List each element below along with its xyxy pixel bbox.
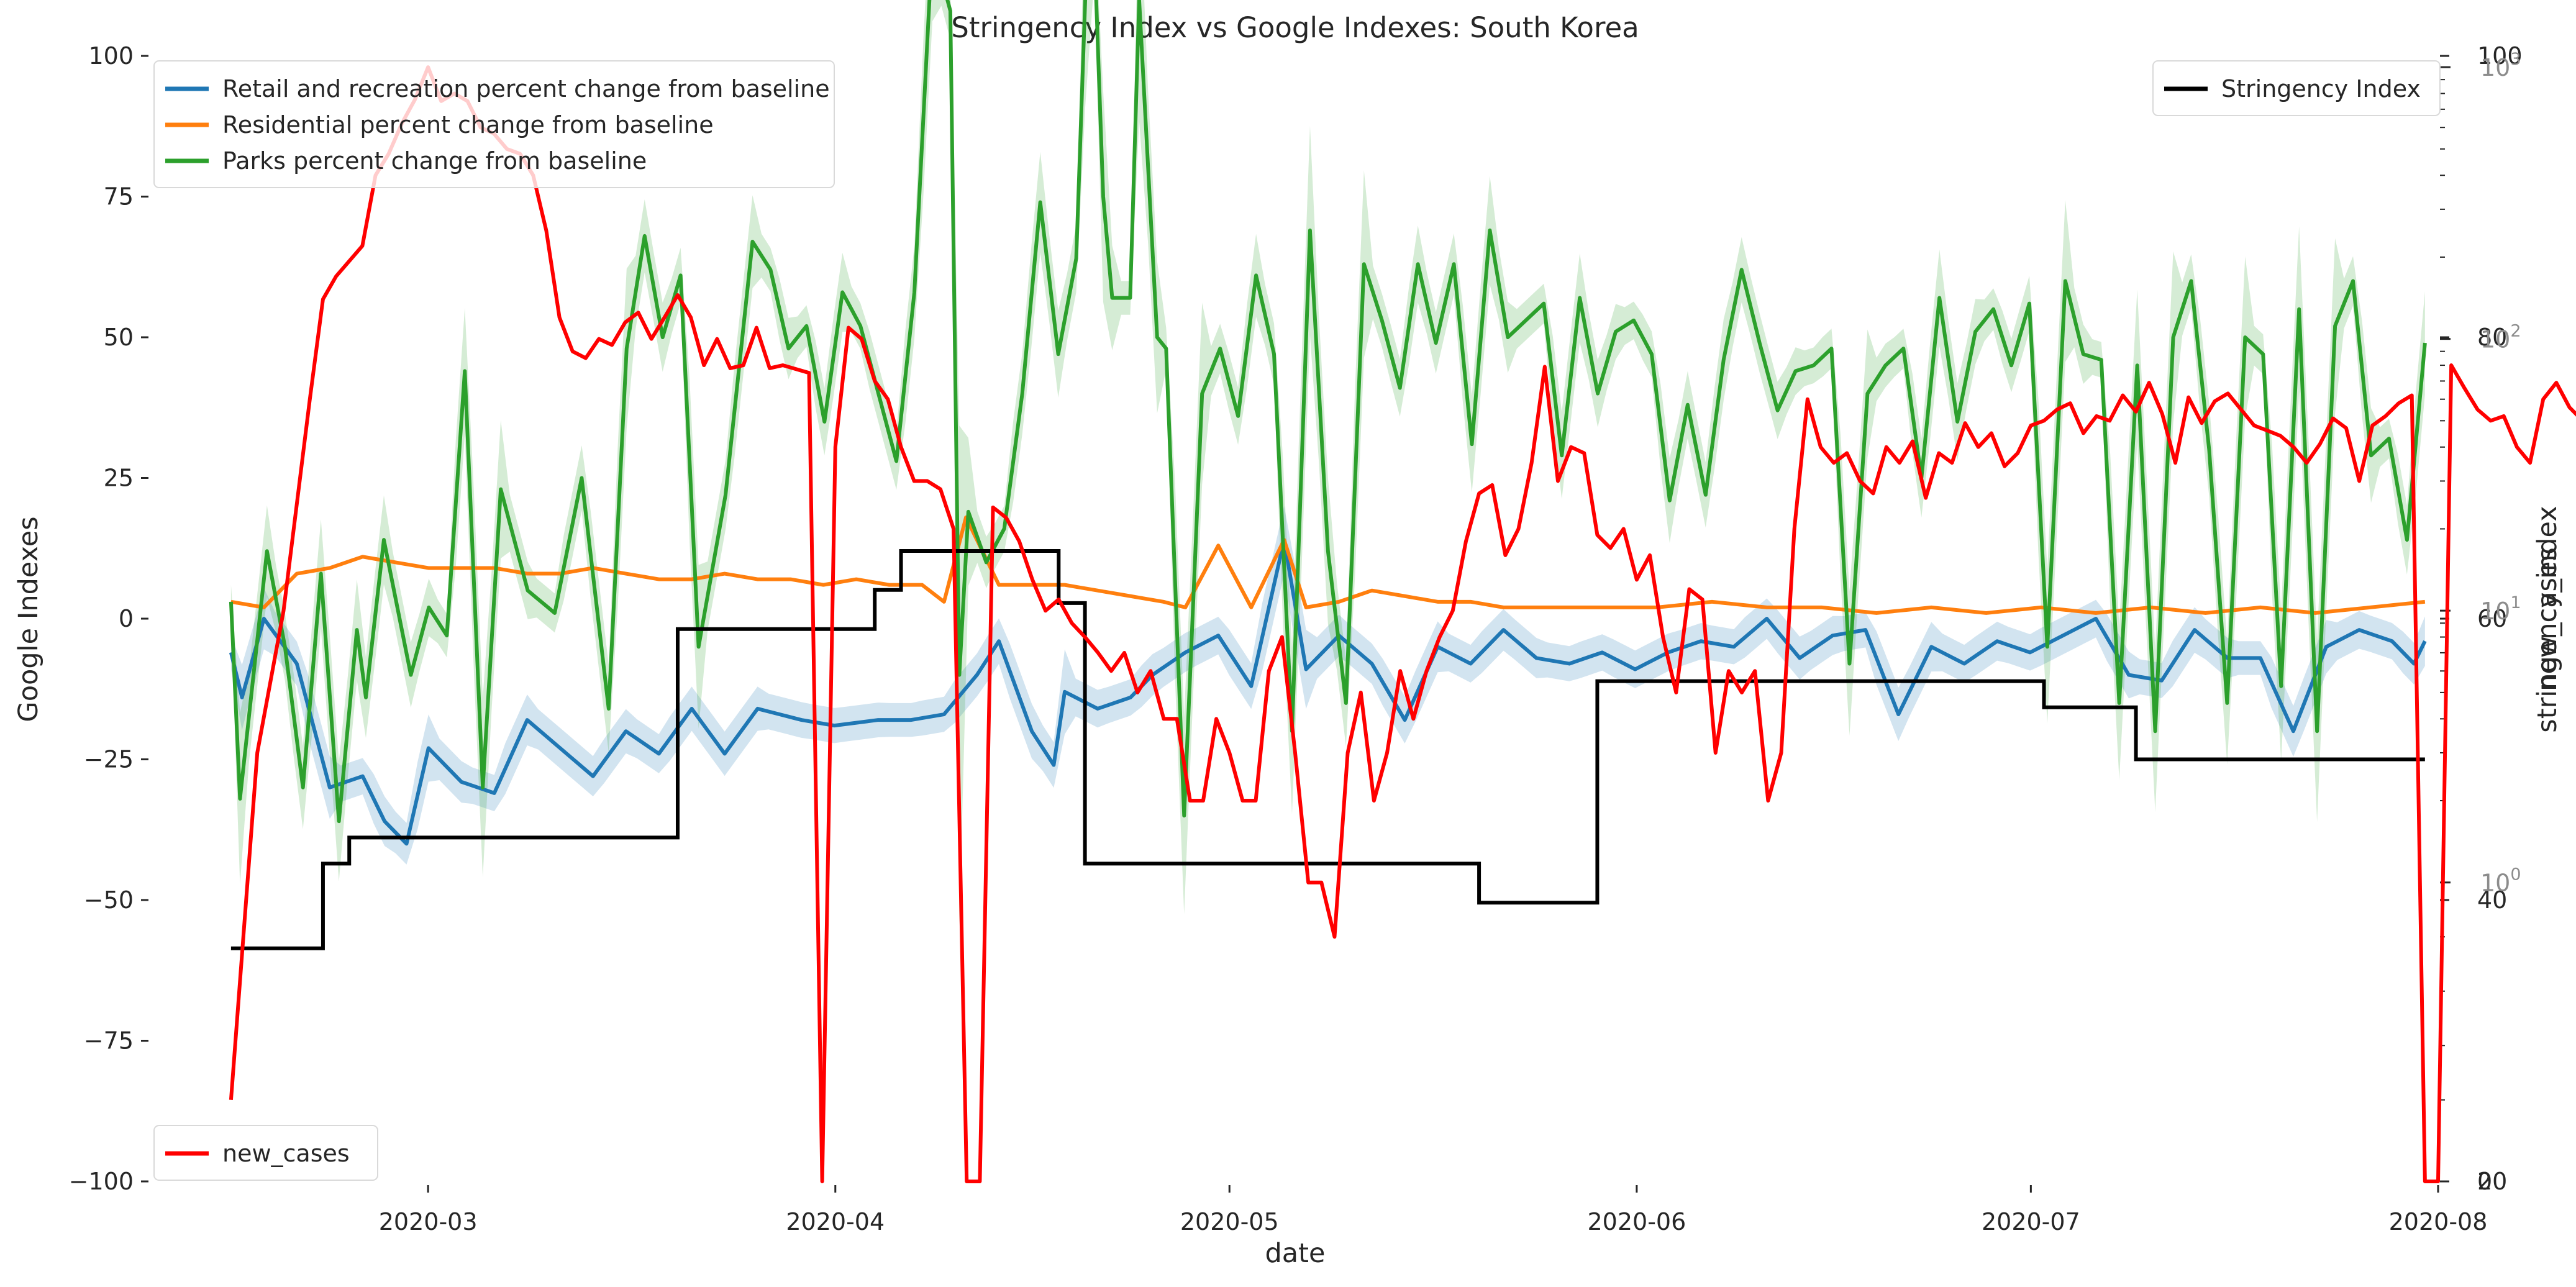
y-axis-label-left: Google Indexes [13,516,44,722]
y-tick-label: −50 [84,886,134,914]
series-lines [229,0,2576,1183]
x-axis-label: date [1265,1238,1326,1269]
residential-percent-change-from-baseline-line [230,515,2426,615]
stringency-axis: 100 80 60 40 200 [2440,42,2523,1195]
new-cases-tick-label: 102 [2480,322,2521,353]
y-tick-label: 100 [88,42,134,70]
new-cases-axis: 103 102 101 100 [2440,50,2521,1101]
legend-label: Retail and recreation percent change fro… [222,75,830,102]
legend-google-indexes-box [153,60,835,188]
legend-label: Parks percent change from baseline [222,147,647,175]
y-tick-label: −75 [84,1027,134,1055]
y-tick-label: −25 [84,746,134,773]
legend-stringency: Stringency Index [2152,60,2441,116]
x-tick-label: 2020-03 [379,1208,478,1235]
x-tick-label: 2020-08 [2389,1208,2488,1235]
x-tick-label: 2020-07 [1982,1208,2080,1235]
y-tick-label: 0 [119,605,134,632]
stringency-tick-label: 100 [2477,42,2523,70]
stringency-tick-label: 40 [2477,886,2507,914]
parks-percent-change-from-baseline-line [229,0,2427,824]
x-axis: 2020-03 2020-04 2020-05 2020-06 2020-07 2020-… [379,1185,2488,1235]
legend-label: Residential percent change from baseline [222,111,714,139]
legend-new-cases-box [153,1125,378,1181]
legend-google-indexes: Retail and recreation percent change fro… [153,60,835,188]
new-cases-tick-label: 100 [2480,865,2521,897]
left-axis: 100 75 50 25 0 −25 −50 −75 −100 [69,42,148,1195]
legends: Retail and recreation percent change fro… [153,60,2441,1181]
y-tick-label: 75 [104,183,134,211]
stringency-index-line [230,549,2425,950]
legend-stringency-box [2152,60,2441,116]
retail-and-recreation-percent-change-from-baseline-line [229,538,2427,846]
legend-new-cases: new_cases [153,1125,378,1181]
y-axis-label-stringency: stringency_index [2532,506,2563,732]
chart-title: Stringency Index vs Google Indexes: Sout… [951,11,1639,44]
y-axis-label-new-cases: new_cases [2532,547,2563,691]
x-tick-label: 2020-06 [1587,1208,1686,1235]
y-tick-label: 50 [104,324,134,351]
stringency-tick-label: 0 [2477,1168,2492,1195]
new-cases-tick-label: 103 [2480,50,2521,81]
stringency-tick-label: 20 [2477,1168,2507,1195]
new-cases-line [229,65,2576,1183]
new-cases-tick-label: 101 [2480,593,2521,625]
y-tick-label: −100 [69,1168,134,1195]
stringency-tick-label: 80 [2477,324,2507,351]
legend-label: Stringency Index [2221,75,2421,102]
y-tick-label: 25 [104,465,134,492]
stringency-tick-label: 60 [2477,605,2507,632]
x-tick-label: 2020-05 [1180,1208,1279,1235]
legend-label: new_cases [222,1140,350,1167]
x-tick-label: 2020-04 [786,1208,885,1235]
